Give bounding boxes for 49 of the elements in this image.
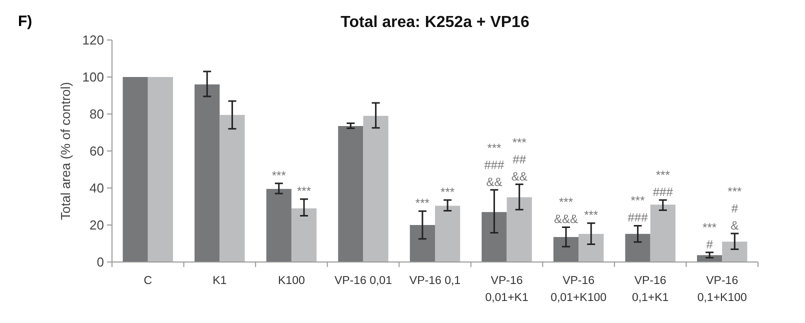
y-tick-label: 100 (82, 70, 104, 85)
annotation: *** ### && (484, 140, 505, 189)
bar (122, 77, 148, 262)
x-tick-label: VP-16 0,1 (409, 275, 461, 287)
annotation: *** ### (628, 194, 648, 225)
bar (482, 212, 507, 262)
x-tick-label: K100 (278, 275, 305, 287)
x-tick-label: C (144, 275, 152, 287)
annotation: *** # (702, 220, 717, 252)
y-tick-label: 40 (90, 180, 104, 196)
bar (722, 242, 748, 262)
bar (410, 225, 435, 262)
x-tick-label: K1 (212, 275, 227, 287)
text: F) (18, 13, 32, 30)
bar (650, 204, 676, 262)
x-tick-label: VP-16 0,1+K1 (632, 275, 669, 304)
annotation: *** (272, 168, 286, 182)
y-tick-label: 120 (82, 32, 104, 48)
annotation: *** (584, 208, 598, 222)
annotation: *** # & (728, 184, 742, 233)
chart-title: Total area: K252a + VP16 (340, 14, 530, 31)
bar (578, 234, 604, 262)
bar (291, 208, 317, 262)
bar (194, 84, 220, 262)
bar (220, 114, 245, 262)
annotation: *** (415, 196, 430, 210)
annotation: *** ## && (511, 135, 528, 184)
annotation: *** (440, 185, 455, 200)
bar (148, 77, 174, 262)
y-tick-label: 0 (96, 254, 104, 270)
y-tick-label: 80 (90, 106, 104, 122)
y-tick-label: 20 (90, 218, 104, 233)
annotation: *** &&& (554, 195, 578, 226)
annotation: *** (297, 184, 312, 198)
bar (435, 206, 460, 262)
bar (338, 126, 364, 262)
x-tick-label: VP-16 0,1+K100 (697, 275, 747, 304)
bar (506, 197, 532, 262)
x-tick-label: VP-16 0,01+K1 (485, 275, 528, 304)
bar (696, 255, 722, 262)
bar (266, 188, 292, 262)
bar (553, 237, 579, 262)
y-axis-title: Total area (% of control) (58, 82, 73, 220)
x-tick-label: VP-16 0,01 (334, 275, 392, 287)
bar (625, 234, 650, 262)
annotation: *** ### (652, 168, 674, 200)
bar (363, 116, 388, 262)
y-tick-label: 60 (90, 144, 104, 159)
x-tick-label: VP-16 0,01+K100 (550, 275, 607, 304)
